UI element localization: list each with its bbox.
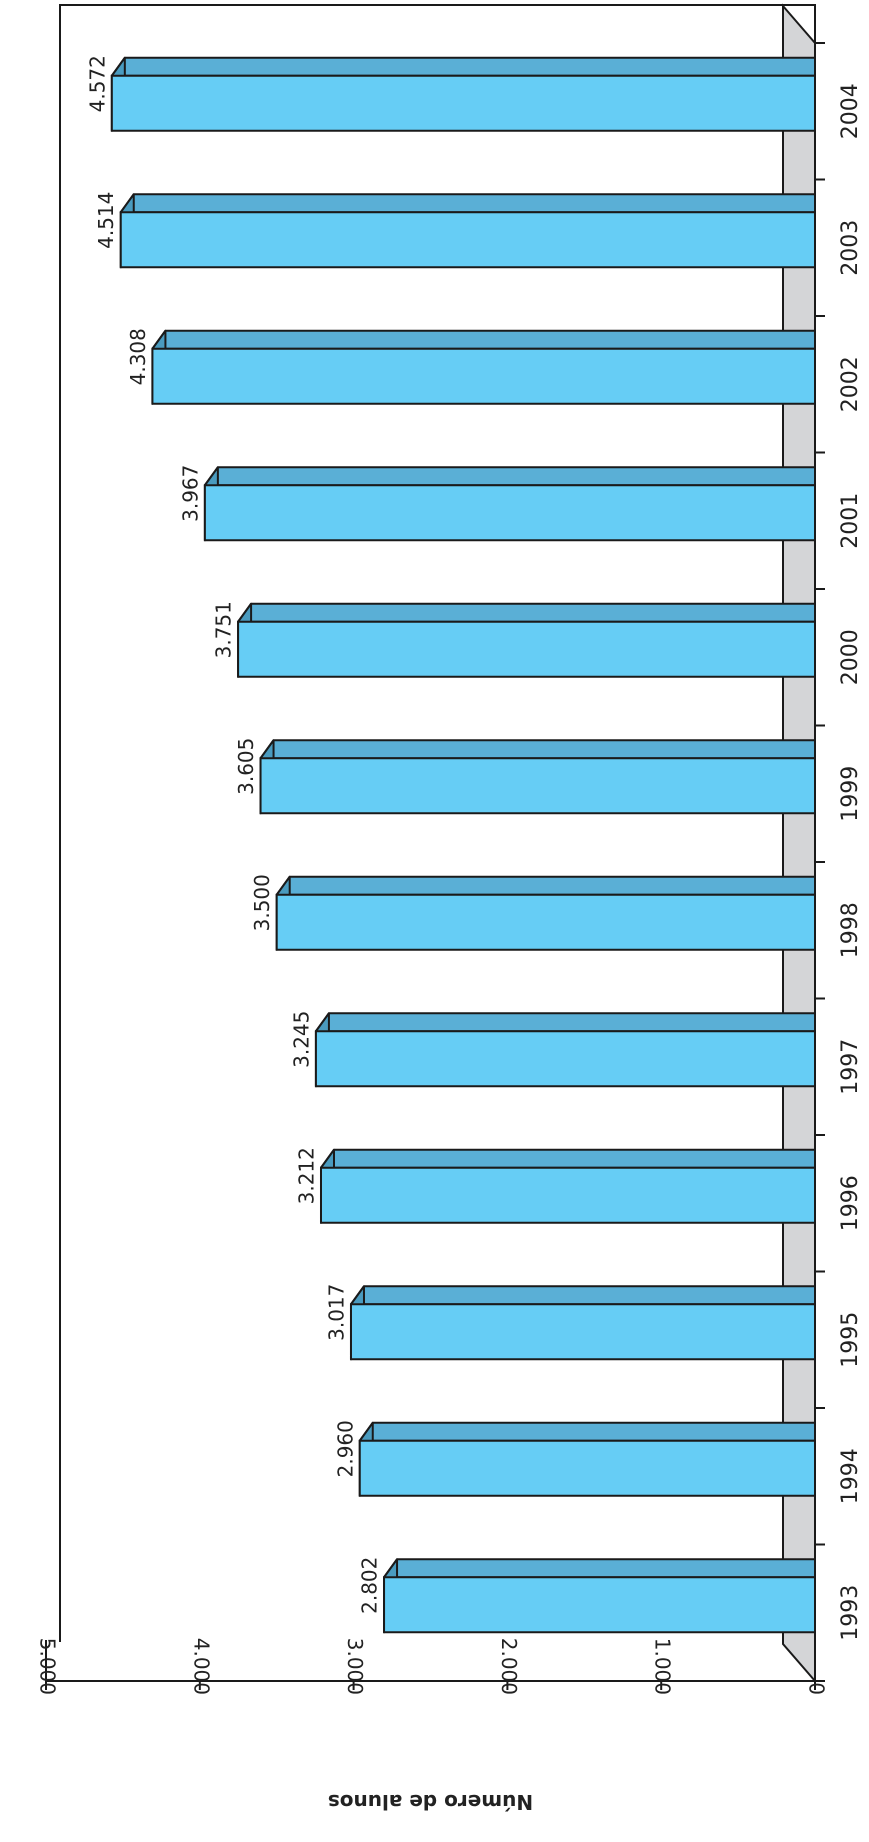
category-label: 2000 [838, 629, 863, 685]
bar-1994: 2.960 [333, 1420, 816, 1497]
bar-front-face [349, 1303, 816, 1361]
bar-2004: 4.572 [85, 55, 816, 132]
bar-2001: 3.967 [178, 465, 816, 542]
bar-top-face [358, 1421, 816, 1442]
bar-front-face [110, 74, 816, 132]
bars: 2.802 2.960 3.017 3.212 3.245 3.500 3.605 3.751… [85, 55, 817, 1634]
bar-value-label: 4.308 [126, 328, 150, 385]
category-label: 2001 [838, 493, 863, 549]
bar-value-label: 3.967 [178, 465, 202, 522]
bar-front-face [119, 211, 816, 269]
value-axis-title: Número de alunos [328, 1790, 533, 1814]
bar-front-face [314, 1030, 816, 1088]
category-label: 2004 [838, 83, 863, 139]
category-label: 1993 [838, 1585, 863, 1641]
bar-value-label: 2.802 [358, 1557, 382, 1614]
bar-top-face [259, 739, 816, 760]
bar-top-face [237, 602, 816, 623]
value-tick-label: 1.000 [651, 1638, 675, 1695]
bar-2002: 4.308 [126, 328, 816, 405]
category-label: 1998 [838, 902, 863, 958]
bar-top-face [119, 193, 816, 214]
bar-front-face [319, 1166, 816, 1224]
bar-front-face [358, 1439, 816, 1497]
bar-value-label: 3.751 [212, 601, 236, 658]
category-label: 2003 [838, 220, 863, 276]
value-tick-label: 4.000 [189, 1638, 213, 1695]
value-tick-label: 2.000 [497, 1638, 521, 1695]
category-label: 2002 [838, 356, 863, 412]
category-label: 1997 [838, 1039, 863, 1095]
bar-top-face [319, 1148, 816, 1169]
bar-1999: 3.605 [234, 738, 816, 815]
bar-1997: 3.245 [289, 1011, 816, 1088]
bar-value-label: 3.212 [294, 1147, 318, 1204]
bar-value-label: 3.605 [234, 738, 258, 795]
bar-front-face [203, 484, 816, 542]
category-axis: 1993 1994 1995 1996 1997 1998 1999 2000 2001 2002… [814, 42, 863, 1682]
bar-front-face [237, 620, 817, 678]
bar-top-face [383, 1558, 816, 1579]
bar-1998: 3.500 [250, 874, 816, 951]
category-label: 1999 [838, 766, 863, 822]
bar-top-face [151, 329, 816, 350]
bar-front-face [275, 893, 816, 951]
bar-value-label: 3.500 [250, 874, 274, 931]
bar-front-face [259, 757, 816, 815]
bar-top-face [203, 466, 816, 487]
value-axis: 0 1.000 2.000 3.000 4.000 5.000 [36, 1638, 829, 1695]
bar-1996: 3.212 [294, 1147, 816, 1224]
bar-value-label: 3.017 [324, 1284, 348, 1341]
bar-value-label: 4.514 [94, 192, 118, 249]
bar-2000: 3.751 [212, 601, 817, 678]
bar-front-face [383, 1576, 816, 1634]
bar-top-face [275, 875, 816, 896]
bar-1993: 2.802 [358, 1557, 816, 1634]
category-label: 1995 [838, 1312, 863, 1368]
bar-front-face [151, 347, 816, 405]
bar-value-label: 2.960 [333, 1420, 357, 1477]
value-tick-label: 0 [805, 1682, 829, 1695]
value-tick-label: 5.000 [36, 1638, 60, 1695]
bar-top-face [349, 1285, 816, 1306]
bar-top-face [314, 1012, 816, 1033]
category-label: 1996 [838, 1175, 863, 1231]
bar-top-face [110, 56, 816, 77]
bar-value-label: 4.572 [85, 55, 109, 112]
bar-value-label: 3.245 [289, 1011, 313, 1068]
bar-1995: 3.017 [324, 1284, 816, 1361]
category-label: 1994 [838, 1448, 863, 1504]
value-tick-label: 3.000 [343, 1638, 367, 1695]
bar-2003: 4.514 [94, 192, 816, 269]
